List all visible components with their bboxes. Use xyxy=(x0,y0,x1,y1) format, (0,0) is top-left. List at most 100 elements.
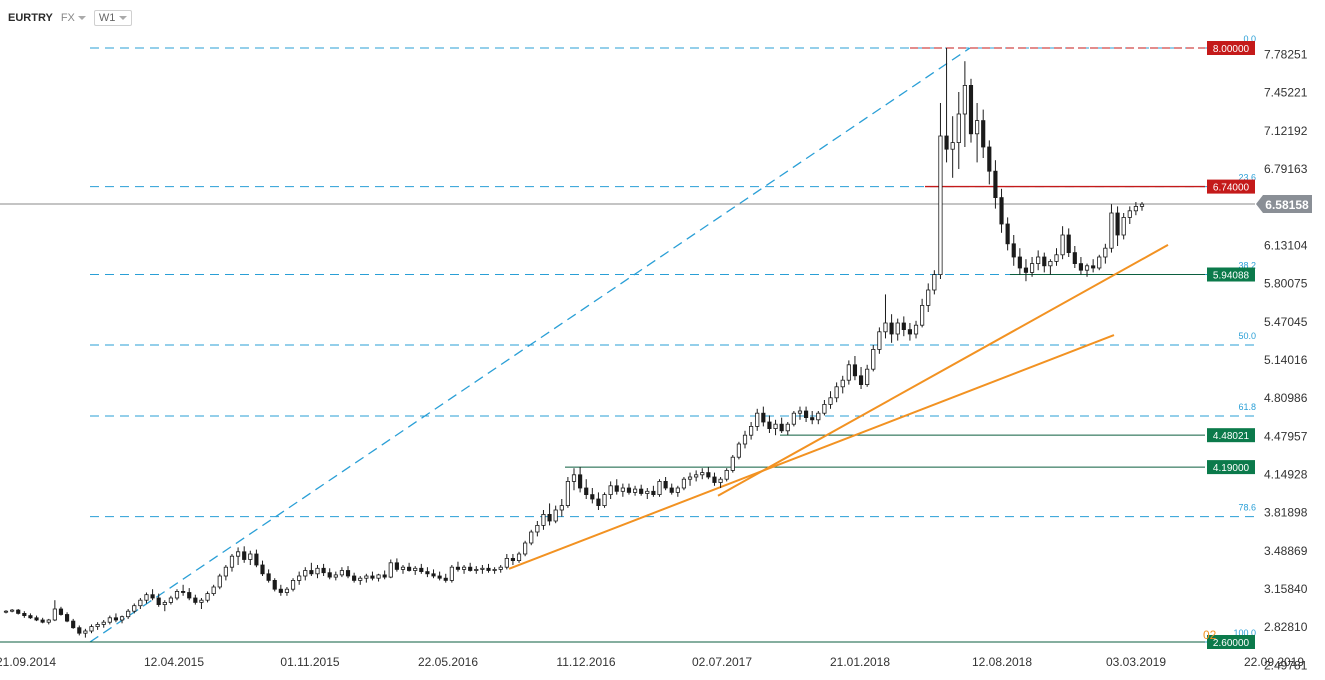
candle-body xyxy=(1097,256,1102,269)
candle-body xyxy=(1091,265,1096,269)
candle-body xyxy=(236,551,241,557)
price-tag-box xyxy=(1207,428,1255,443)
candle-body xyxy=(1139,203,1145,207)
date-tick-label: 22.05.2016 xyxy=(418,655,478,669)
price-tick-label: 7.12192 xyxy=(1264,124,1308,138)
date-tick-label: 11.12.2016 xyxy=(556,655,615,669)
candle-body xyxy=(663,480,668,489)
candle-body xyxy=(584,487,589,495)
candle-body xyxy=(523,542,528,555)
candle-body xyxy=(718,478,723,483)
candle-body xyxy=(632,488,638,493)
candle-body xyxy=(156,597,161,605)
candle-body xyxy=(419,567,424,572)
candle-body xyxy=(907,329,912,335)
candle-body xyxy=(535,525,540,533)
candle-body xyxy=(364,575,369,579)
candle-body xyxy=(443,577,448,581)
candle-body xyxy=(529,531,534,544)
candle-body xyxy=(828,397,833,405)
market-selector[interactable]: FX xyxy=(61,12,86,24)
candle-body xyxy=(138,599,143,607)
fib-level-label: 38.2 xyxy=(1238,261,1256,271)
candle-body xyxy=(431,573,436,577)
candle-body xyxy=(1072,252,1077,265)
price-tick-label: 4.14928 xyxy=(1264,467,1308,481)
candle-body xyxy=(425,571,430,575)
candle-body xyxy=(1042,256,1047,267)
candle-body xyxy=(101,621,106,625)
candle-body xyxy=(71,620,76,629)
price-tags: 8.00000 6.74000 5.94088 4.48021 4.19000 2.600… xyxy=(1203,41,1312,649)
date-tick-label: 22.09.2019 xyxy=(1244,655,1304,669)
trendlines[interactable] xyxy=(508,244,1169,570)
candle-body xyxy=(162,602,167,606)
candle-body xyxy=(119,616,125,621)
trendline xyxy=(508,334,1115,570)
candle-body xyxy=(352,575,357,581)
candle-body xyxy=(657,480,662,495)
fibonacci-retracement[interactable]: 0.0 23.6 38.2 50.0 61.8 78.6 100.0 xyxy=(89,34,1256,643)
candle-body xyxy=(144,594,149,601)
candle-body xyxy=(22,613,27,617)
candle-body xyxy=(199,599,204,603)
candle-body xyxy=(999,197,1004,225)
candle-body xyxy=(1017,256,1022,269)
candle-body xyxy=(968,85,974,135)
candle-body xyxy=(694,474,699,478)
candle-body xyxy=(626,487,632,493)
price-tag-box xyxy=(1207,41,1255,55)
candle-body xyxy=(889,322,894,335)
candle-body xyxy=(920,304,925,326)
timeframe-selector[interactable]: W1 xyxy=(93,10,133,26)
candle-body xyxy=(272,580,277,590)
candle-body xyxy=(1066,234,1071,254)
candle-body xyxy=(901,322,906,330)
candle-body xyxy=(852,364,858,377)
candle-body xyxy=(290,580,296,590)
price-tag-box xyxy=(1207,635,1255,649)
candle-body xyxy=(297,575,302,581)
candle-body xyxy=(187,592,192,599)
candle-body xyxy=(193,597,198,603)
candle-body xyxy=(358,577,363,581)
candle-body xyxy=(700,472,705,476)
price-tick-label: 2.49781 xyxy=(1264,658,1308,672)
current-price-badge xyxy=(1256,195,1312,214)
date-tick-label: 21.09.2014 xyxy=(0,655,56,669)
candle-body xyxy=(437,575,442,579)
date-tick-label: 01.11.2015 xyxy=(280,655,339,669)
chevron-down-icon xyxy=(77,16,86,20)
price-tag-label: 5.94088 xyxy=(1213,271,1250,282)
price-tag-box xyxy=(1207,267,1255,282)
candle-body xyxy=(724,469,729,480)
candle-body xyxy=(376,574,381,579)
candle-body xyxy=(223,566,228,577)
candle-body xyxy=(736,443,741,458)
candle-body xyxy=(620,487,625,492)
price-tag-box xyxy=(1207,460,1255,475)
fib-level-label: 0.0 xyxy=(1243,34,1256,44)
candle-body xyxy=(394,562,399,570)
candle-body xyxy=(309,570,314,575)
candle-body xyxy=(639,488,644,494)
price-tick-label: 5.80075 xyxy=(1264,277,1308,291)
candle-body xyxy=(388,562,393,578)
candle-body xyxy=(303,570,308,577)
candle-body xyxy=(547,514,552,522)
price-tick-label: 2.82810 xyxy=(1264,620,1308,634)
candle-body xyxy=(1060,234,1065,256)
candle-body xyxy=(504,558,509,568)
candle-body xyxy=(834,386,839,399)
candle-body xyxy=(132,605,137,612)
candle-body xyxy=(871,348,876,370)
candle-body xyxy=(486,567,491,571)
candle-body xyxy=(926,289,931,306)
candle-body xyxy=(608,485,613,495)
candle-body xyxy=(168,597,173,603)
price-tag-box xyxy=(1207,179,1255,194)
candle-body xyxy=(987,146,992,172)
horizontal-levels[interactable] xyxy=(0,47,1255,643)
candle-body xyxy=(596,498,601,506)
